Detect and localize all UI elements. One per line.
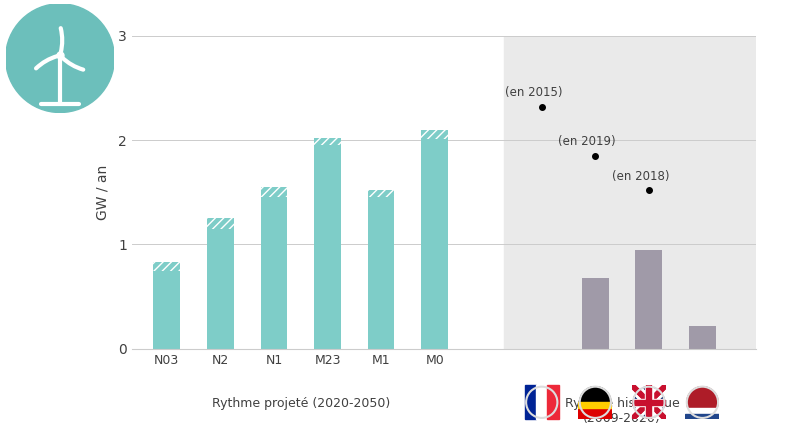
Text: Rythme historique
(2009-2020): Rythme historique (2009-2020) bbox=[565, 396, 679, 425]
Bar bbox=[578, 402, 612, 408]
Bar bbox=[422, 139, 448, 349]
Bar bbox=[547, 385, 558, 419]
Bar bbox=[207, 229, 234, 349]
Circle shape bbox=[6, 4, 114, 113]
Bar bbox=[635, 249, 662, 349]
Bar bbox=[645, 385, 653, 419]
Bar bbox=[525, 385, 536, 419]
Bar bbox=[261, 187, 287, 198]
Bar bbox=[632, 400, 666, 405]
Text: (en 2018): (en 2018) bbox=[612, 170, 670, 183]
Text: (en 2015): (en 2015) bbox=[505, 86, 562, 99]
Circle shape bbox=[525, 385, 558, 419]
Bar bbox=[686, 413, 719, 419]
Bar bbox=[154, 262, 180, 271]
Y-axis label: GW / an: GW / an bbox=[96, 164, 110, 220]
Bar bbox=[536, 385, 547, 419]
Bar bbox=[578, 408, 612, 419]
Circle shape bbox=[580, 387, 611, 418]
Bar bbox=[207, 218, 234, 229]
Circle shape bbox=[687, 387, 718, 418]
Bar bbox=[686, 408, 719, 419]
Bar bbox=[504, 36, 756, 349]
Text: Rythme projeté (2020-2050): Rythme projeté (2020-2050) bbox=[211, 396, 390, 409]
Bar bbox=[422, 130, 448, 139]
Bar bbox=[368, 198, 394, 349]
Text: (en 2019): (en 2019) bbox=[558, 135, 616, 148]
Bar bbox=[154, 271, 180, 349]
Bar bbox=[632, 399, 666, 406]
Bar bbox=[646, 385, 651, 419]
Circle shape bbox=[634, 387, 665, 418]
Bar bbox=[368, 190, 394, 198]
Bar bbox=[261, 198, 287, 349]
Bar bbox=[314, 145, 341, 349]
Bar bbox=[689, 326, 716, 349]
Bar bbox=[314, 138, 341, 145]
Bar bbox=[582, 278, 609, 349]
